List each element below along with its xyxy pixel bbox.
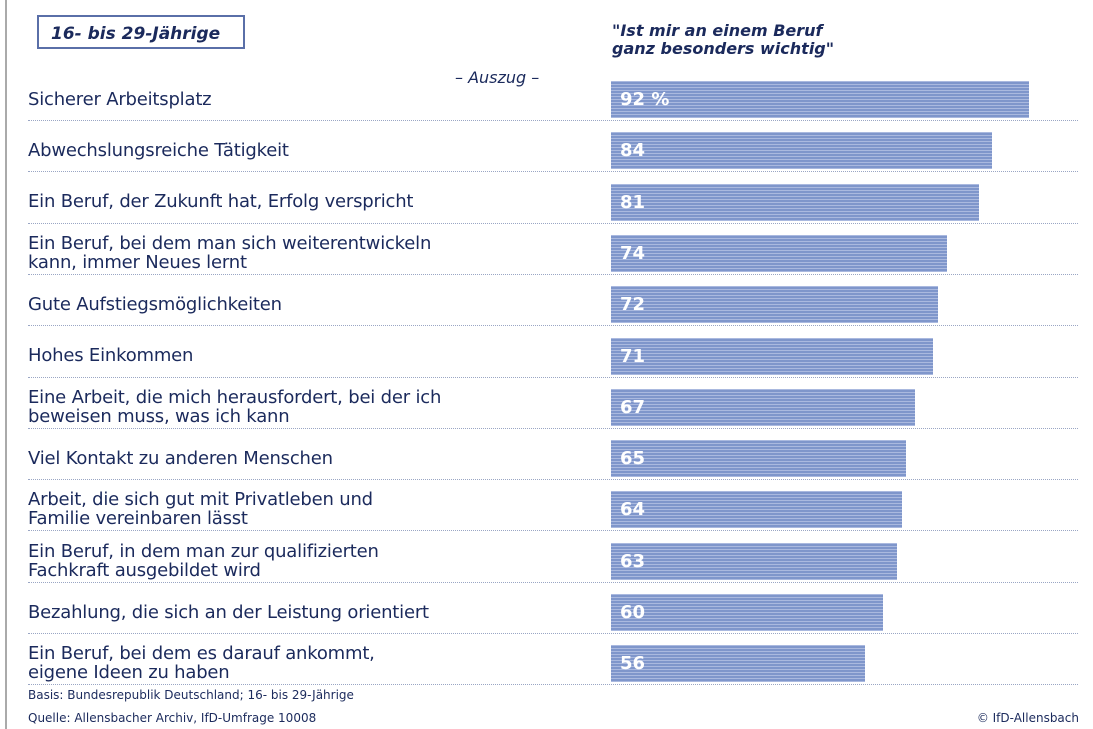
category-label: Abwechslungsreiche Tätigkeit <box>28 139 289 161</box>
category-label: Viel Kontakt zu anderen Menschen <box>28 447 333 469</box>
category-label: Ein Beruf, der Zukunft hat, Erfolg versp… <box>28 191 414 213</box>
subtitle: "Ist mir an einem Beruf ganz besonders w… <box>612 21 835 58</box>
category-label: Ein Beruf, bei dem man sich weiterentwic… <box>28 232 432 273</box>
row-divider <box>28 222 1078 224</box>
bar: 72 <box>611 286 938 324</box>
value-label: 81 <box>620 191 646 213</box>
category-label: Ein Beruf, in dem man zur qualifizierten… <box>28 540 379 581</box>
row-divider <box>28 325 1078 327</box>
value-label: 64 <box>620 499 646 521</box>
credit: © IfD-Allensbach <box>976 711 1079 725</box>
value-label: 63 <box>620 550 646 572</box>
row-divider <box>28 633 1078 634</box>
category-label: Gute Aufstiegsmöglichkeiten <box>28 293 282 315</box>
value-label: 65 <box>620 448 646 470</box>
value-label: 56 <box>620 653 646 675</box>
row-divider <box>28 581 1078 583</box>
left-border <box>5 0 7 729</box>
row-divider <box>28 530 1078 532</box>
row-divider <box>28 427 1078 429</box>
row-divider <box>28 479 1078 481</box>
bar: 84 <box>611 132 993 170</box>
value-label: 60 <box>620 602 646 623</box>
value-label: 67 <box>620 396 646 418</box>
bar: 67 <box>611 388 916 426</box>
row-divider <box>28 120 1078 121</box>
value-label: 84 <box>620 140 646 162</box>
row-divider <box>28 273 1078 275</box>
footnote: Basis: Bundesrepublik Deutschland; 16- b… <box>28 688 354 702</box>
category-label: Bezahlung, die sich an der Leistung orie… <box>28 601 429 623</box>
bar: 64 <box>611 491 902 529</box>
bar: 74 <box>611 234 947 272</box>
bar: 92 % <box>611 81 1029 118</box>
bar: 60 <box>611 594 884 631</box>
row-divider <box>28 376 1078 378</box>
bar: 56 <box>611 645 866 683</box>
value-label: 71 <box>620 345 646 367</box>
bar: 71 <box>611 337 934 375</box>
annotation: – Auszug – <box>455 68 540 87</box>
value-label: 74 <box>620 242 646 264</box>
category-label: Hohes Einkommen <box>28 345 194 366</box>
row-divider <box>28 684 1078 686</box>
row-divider <box>28 171 1078 173</box>
value-label: 72 <box>620 294 646 316</box>
category-label: Arbeit, die sich gut mit Privatleben und… <box>28 489 373 530</box>
category-label: Ein Beruf, bei dem es darauf ankommt, ei… <box>28 643 375 684</box>
footnote: Quelle: Allensbacher Archiv, IfD-Umfrage… <box>28 711 317 725</box>
category-label: Eine Arbeit, die mich herausfordert, bei… <box>28 386 442 427</box>
bar: 63 <box>611 542 898 580</box>
chart-title: 16- bis 29-Jährige <box>37 15 245 49</box>
category-label: Sicherer Arbeitsplatz <box>28 88 212 110</box>
bar: 81 <box>611 183 979 221</box>
value-label: 92 % <box>620 89 670 110</box>
bar: 65 <box>611 440 907 478</box>
